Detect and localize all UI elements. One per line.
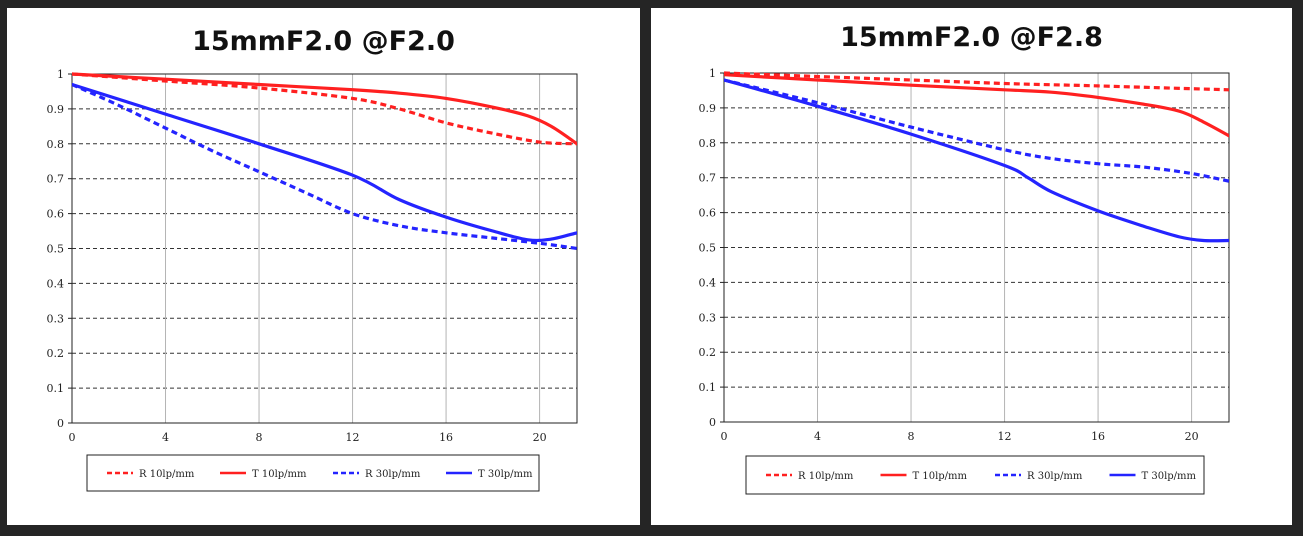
- mtf-chart-f2-0: 15mmF2.0 @F2.0 0 0.1 0.2 0.3 0.4 0.5 0.6 0.7 0.8 0…: [47, 26, 578, 492]
- legend-label: T 10lp/mm: [252, 469, 307, 480]
- series-line-3: [724, 78, 1229, 183]
- series-line-3: [72, 83, 577, 251]
- chart-panel-f2-0: 15mmF2.0 @F2.0 0 0.1 0.2 0.3 0.4 0.5 0.6 0.7 0.8 0…: [7, 8, 640, 525]
- x-tick-label: 0: [721, 430, 728, 443]
- legend-box: [86, 454, 540, 492]
- y-tick-label: 0.4: [699, 276, 717, 289]
- series-line-4: [724, 78, 1229, 243]
- mtf-chart-f2-8: 15mmF2.0 @F2.8 0 0.1 0.2 0.3 0.4 0.5 0.6 0.7 0.8 0…: [699, 22, 1230, 495]
- x-tick-label: 12: [998, 430, 1012, 443]
- y-tick-label: 0.9: [47, 103, 65, 116]
- legend-label: R 10lp/mm: [798, 471, 854, 482]
- series-line-4: [72, 82, 577, 243]
- x-tick-label: 20: [533, 431, 547, 444]
- x-tick-label: 16: [1091, 430, 1105, 443]
- chart-title: 15mmF2.0 @F2.0: [192, 26, 455, 57]
- chart-panel-f2-8: 15mmF2.0 @F2.8 0 0.1 0.2 0.3 0.4 0.5 0.6 0.7 0.8 0…: [651, 8, 1292, 525]
- x-tick-label: 16: [439, 431, 453, 444]
- series-line-1: [724, 71, 1229, 92]
- legend-label: T 30lp/mm: [478, 469, 533, 480]
- legend-label: R 30lp/mm: [1027, 471, 1083, 482]
- legend-label: R 10lp/mm: [139, 469, 195, 480]
- x-tick-label: 4: [814, 430, 821, 443]
- x-tick-label: 4: [162, 431, 169, 444]
- y-tick-label: 0.2: [699, 346, 717, 359]
- y-tick-label: 0.6: [47, 208, 65, 221]
- x-tick-label: 8: [908, 430, 915, 443]
- series-line-2: [72, 72, 577, 146]
- legend-label: T 30lp/mm: [1142, 471, 1197, 482]
- series-line-2: [724, 73, 1229, 138]
- x-tick-label: 8: [256, 431, 263, 444]
- x-tick-label: 20: [1185, 430, 1199, 443]
- y-tick-label: 0: [57, 417, 64, 430]
- y-tick-label: 0.7: [699, 172, 717, 185]
- legend-label: R 30lp/mm: [365, 469, 421, 480]
- y-tick-label: 0.3: [47, 312, 65, 325]
- y-tick-label: 0.5: [699, 242, 717, 255]
- y-tick-label: 0.7: [47, 173, 65, 186]
- x-tick-label: 0: [69, 431, 76, 444]
- legend-label: T 10lp/mm: [913, 471, 968, 482]
- y-tick-label: 0.3: [699, 311, 717, 324]
- y-tick-label: 0.2: [47, 347, 65, 360]
- x-tick-label: 12: [346, 431, 360, 444]
- y-tick-label: 0.5: [47, 243, 65, 256]
- y-tick-label: 0.9: [699, 102, 717, 115]
- chart-title: 15mmF2.0 @F2.8: [840, 22, 1103, 53]
- y-tick-label: 0.6: [699, 207, 717, 220]
- y-tick-label: 0.1: [47, 382, 65, 395]
- series-line-1: [72, 72, 577, 146]
- y-tick-label: 0.1: [699, 381, 717, 394]
- y-tick-label: 0.8: [699, 137, 717, 150]
- y-tick-label: 0.8: [47, 138, 65, 151]
- y-tick-label: 0.4: [47, 277, 65, 290]
- y-tick-label: 1: [709, 67, 716, 80]
- y-tick-label: 1: [57, 68, 64, 81]
- y-tick-label: 0: [709, 416, 716, 429]
